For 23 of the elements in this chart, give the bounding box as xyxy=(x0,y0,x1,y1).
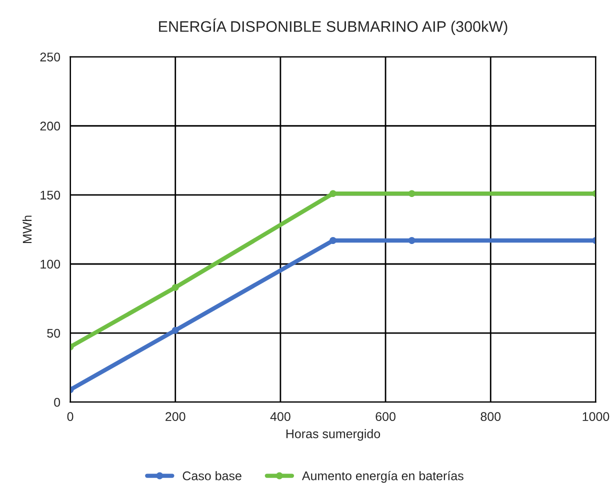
point xyxy=(408,190,416,198)
chart-title: ENERGÍA DISPONIBLE SUBMARINO AIP (300kW) xyxy=(159,18,508,35)
y-tick-label: 250 xyxy=(40,52,60,62)
y-tick-label: 200 xyxy=(40,122,60,131)
x-tick-label: 600 xyxy=(376,412,396,422)
point xyxy=(172,284,179,291)
point xyxy=(408,237,416,244)
x-tick-label: 1000 xyxy=(582,412,610,422)
point xyxy=(172,326,179,334)
x-axis-title: Horas sumergido xyxy=(286,429,380,441)
point xyxy=(330,237,336,244)
y-tick-label: 50 xyxy=(47,328,60,338)
x-tick-label: 0 xyxy=(67,412,74,422)
legend-label: Caso base xyxy=(182,471,242,480)
y-tick-label: 100 xyxy=(40,260,60,269)
x-tick-label: 200 xyxy=(166,412,186,422)
y-tick-label: 0 xyxy=(54,398,60,407)
point xyxy=(330,190,336,198)
x-tick-label: 400 xyxy=(270,412,290,422)
y-axis-title: MWh xyxy=(22,216,32,244)
y-tick-label: 150 xyxy=(40,190,60,200)
x-tick-label: 800 xyxy=(480,412,501,422)
legend-label: Aumento energía en baterías xyxy=(302,470,464,483)
